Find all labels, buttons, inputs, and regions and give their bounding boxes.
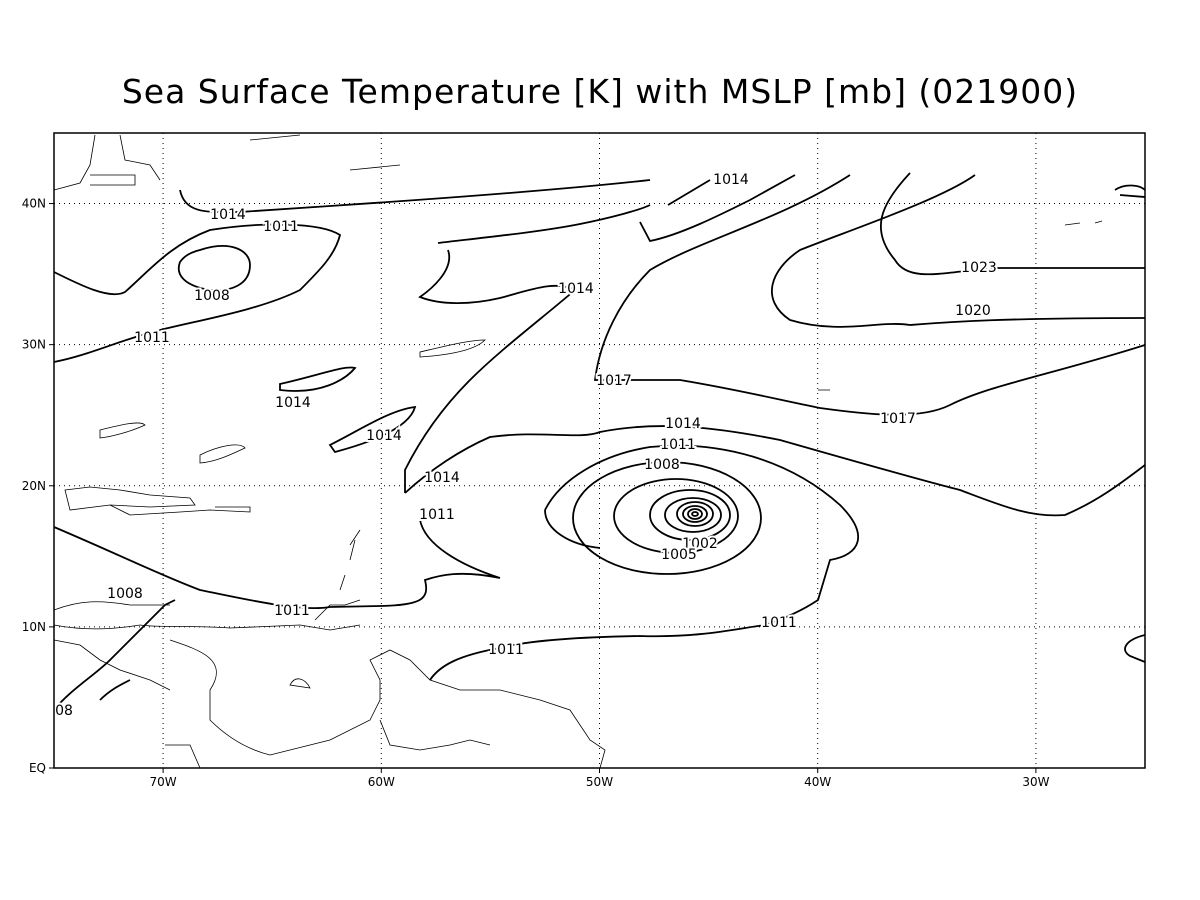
contour-label: 1011	[419, 507, 455, 523]
contour-label: 1011	[761, 615, 797, 631]
contour-label: 1011	[274, 603, 310, 619]
contour-label: 1020	[955, 303, 991, 319]
contour-label: 1014	[665, 416, 701, 432]
contour-label: 1008	[194, 288, 230, 304]
lat-tick-label: 40N	[22, 197, 46, 211]
lon-tick-label: 50W	[586, 775, 613, 789]
contour-label: 1014	[366, 428, 402, 444]
contour-label: 1023	[961, 260, 997, 276]
contour-label: 1014	[558, 281, 594, 297]
pressure-contours	[53, 172, 1146, 711]
contour-label: 1011	[488, 642, 524, 658]
contour-label: 1011	[134, 330, 170, 346]
contour-label: 1002	[682, 536, 718, 552]
lat-tick-label: 30N	[22, 338, 46, 352]
lon-tick-label: 70W	[150, 775, 177, 789]
coastlines	[53, 134, 1103, 769]
contour-label: 1011	[660, 437, 696, 453]
contour-label: 1017	[880, 411, 916, 427]
contour-label: 1017	[596, 373, 632, 389]
lat-tick-label: 20N	[22, 479, 46, 493]
contour-label: 1011	[263, 219, 299, 235]
map-frame	[53, 132, 1146, 769]
lon-tick-label: 40W	[804, 775, 831, 789]
contour-label: 1005	[661, 547, 697, 563]
contour-label: 08	[55, 703, 73, 719]
lat-tick-label: 10N	[22, 620, 46, 634]
contour-label: 1008	[644, 457, 680, 473]
contour-label: 1014	[713, 172, 749, 188]
lon-tick-label: 30W	[1022, 775, 1049, 789]
contour-label: 1008	[107, 586, 143, 602]
contour-label: 1014	[424, 470, 460, 486]
lat-tick-label: EQ	[29, 761, 46, 775]
contour-label: 1014	[275, 395, 311, 411]
lon-tick-label: 60W	[368, 775, 395, 789]
title: Sea Surface Temperature [K] with MSLP [m…	[122, 72, 1078, 111]
contour-label: 1014	[210, 207, 246, 223]
